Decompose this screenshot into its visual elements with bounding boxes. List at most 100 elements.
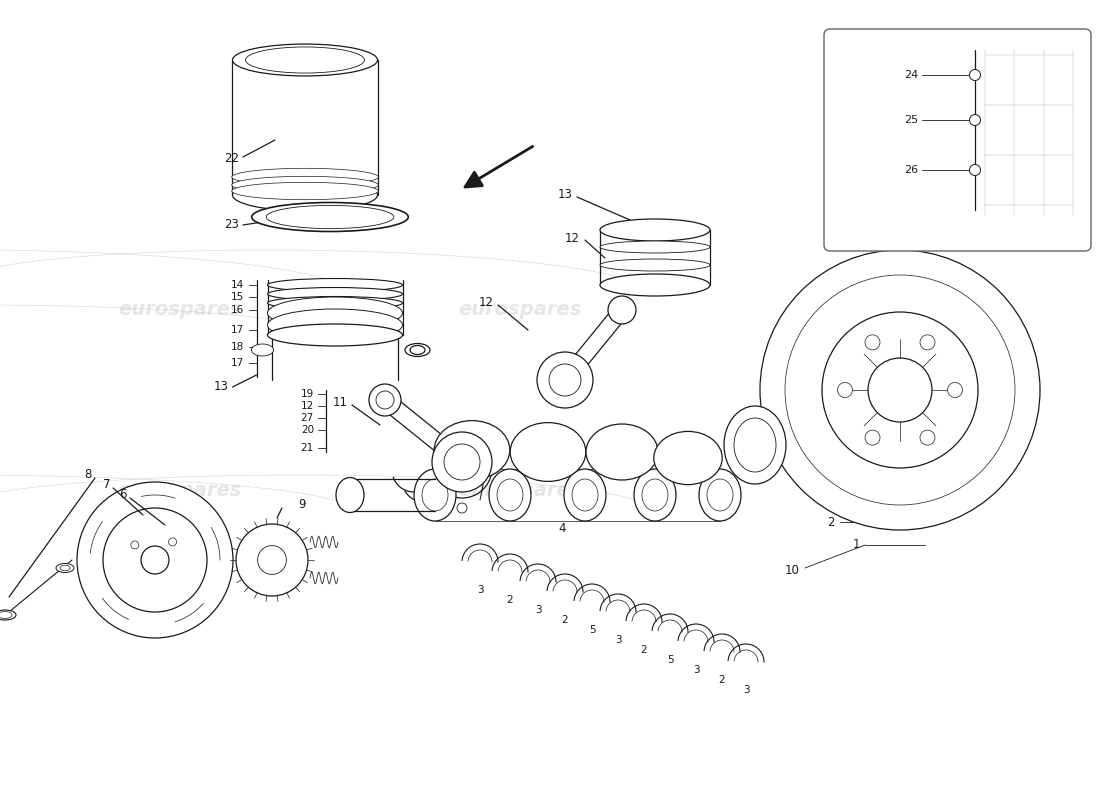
Ellipse shape <box>60 566 70 570</box>
Circle shape <box>537 352 593 408</box>
Ellipse shape <box>600 241 710 253</box>
Text: eurospares: eurospares <box>119 301 242 319</box>
Text: eurospares: eurospares <box>119 481 242 499</box>
Ellipse shape <box>267 324 403 346</box>
Text: 26: 26 <box>904 165 918 175</box>
Ellipse shape <box>266 206 394 229</box>
Text: 9: 9 <box>298 498 306 511</box>
Circle shape <box>77 482 233 638</box>
Text: 17: 17 <box>231 358 244 368</box>
Text: 12: 12 <box>300 401 313 411</box>
Text: 3: 3 <box>693 665 700 675</box>
Ellipse shape <box>232 182 378 200</box>
Circle shape <box>444 444 480 480</box>
Circle shape <box>432 432 492 492</box>
Ellipse shape <box>707 479 733 511</box>
Circle shape <box>969 165 980 175</box>
Text: 21: 21 <box>300 443 313 453</box>
Ellipse shape <box>414 469 456 521</box>
Ellipse shape <box>56 563 74 573</box>
Ellipse shape <box>422 479 448 511</box>
Circle shape <box>376 391 394 409</box>
Ellipse shape <box>252 344 274 356</box>
Circle shape <box>103 508 207 612</box>
Circle shape <box>865 430 880 445</box>
Text: 13: 13 <box>558 189 573 202</box>
Text: 20: 20 <box>301 425 314 435</box>
FancyBboxPatch shape <box>824 29 1091 251</box>
Text: 12: 12 <box>478 297 494 310</box>
Text: 18: 18 <box>231 342 244 352</box>
Text: 10: 10 <box>785 563 800 577</box>
Ellipse shape <box>232 168 378 186</box>
Text: 2: 2 <box>562 615 569 625</box>
Text: 12: 12 <box>565 231 580 245</box>
Ellipse shape <box>572 479 598 511</box>
Ellipse shape <box>245 47 364 73</box>
Circle shape <box>168 538 177 546</box>
Ellipse shape <box>336 478 364 513</box>
Ellipse shape <box>734 418 776 472</box>
Ellipse shape <box>267 297 403 329</box>
Circle shape <box>257 546 286 574</box>
Text: 2: 2 <box>640 645 647 655</box>
Circle shape <box>822 312 978 468</box>
Circle shape <box>236 524 308 596</box>
Ellipse shape <box>653 431 723 485</box>
Text: 2: 2 <box>718 675 725 685</box>
Ellipse shape <box>232 44 377 76</box>
Text: 2: 2 <box>507 595 514 605</box>
Text: 6: 6 <box>120 489 127 502</box>
Circle shape <box>760 250 1040 530</box>
Ellipse shape <box>267 297 403 310</box>
Text: eurospares: eurospares <box>459 301 582 319</box>
Text: 1: 1 <box>852 538 860 551</box>
Circle shape <box>868 358 932 422</box>
Circle shape <box>920 430 935 445</box>
Ellipse shape <box>252 202 408 231</box>
Circle shape <box>837 382 852 398</box>
Ellipse shape <box>600 219 710 241</box>
Ellipse shape <box>410 346 425 354</box>
Ellipse shape <box>600 259 710 271</box>
Text: 17: 17 <box>231 325 244 335</box>
Text: 22: 22 <box>224 151 239 165</box>
Ellipse shape <box>510 422 586 482</box>
Text: 7: 7 <box>102 478 110 491</box>
Circle shape <box>549 364 581 396</box>
Circle shape <box>131 541 139 549</box>
Circle shape <box>969 70 980 81</box>
Ellipse shape <box>405 343 430 357</box>
Ellipse shape <box>490 469 531 521</box>
Text: 27: 27 <box>300 413 313 423</box>
Circle shape <box>456 503 468 513</box>
Ellipse shape <box>0 610 16 620</box>
Text: 5: 5 <box>667 655 673 665</box>
Text: 25: 25 <box>904 115 918 125</box>
Text: 3: 3 <box>476 585 483 595</box>
Ellipse shape <box>0 611 12 618</box>
Text: 3: 3 <box>615 635 622 645</box>
Text: 13: 13 <box>213 381 229 394</box>
Ellipse shape <box>724 406 786 484</box>
Ellipse shape <box>564 469 606 521</box>
Ellipse shape <box>600 274 710 296</box>
Circle shape <box>785 275 1015 505</box>
Circle shape <box>865 335 880 350</box>
Text: eurospares: eurospares <box>459 481 582 499</box>
Text: 4: 4 <box>558 522 565 534</box>
Ellipse shape <box>232 176 378 194</box>
Text: 24: 24 <box>904 70 918 80</box>
Ellipse shape <box>634 469 676 521</box>
Text: 3: 3 <box>535 605 541 615</box>
Text: 11: 11 <box>333 397 348 410</box>
Text: 23: 23 <box>224 218 239 231</box>
Ellipse shape <box>267 309 403 341</box>
Ellipse shape <box>497 479 522 511</box>
Ellipse shape <box>267 278 403 291</box>
Text: 8: 8 <box>85 469 92 482</box>
Text: 14: 14 <box>231 280 244 290</box>
Ellipse shape <box>267 287 403 301</box>
Circle shape <box>368 384 402 416</box>
Text: 3: 3 <box>742 685 749 695</box>
